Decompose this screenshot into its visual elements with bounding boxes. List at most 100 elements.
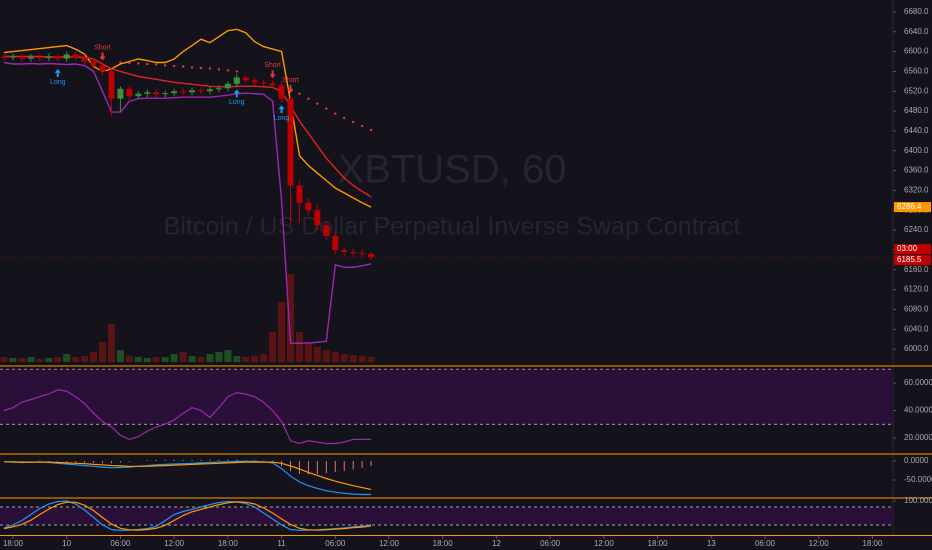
signal-label: Long	[50, 79, 66, 86]
volume-bar	[90, 352, 98, 362]
signal-label: Short	[94, 44, 111, 51]
signal-label: Short	[282, 77, 299, 84]
y-tick-label: 6600.0	[904, 47, 929, 56]
x-tick-label: 12:00	[809, 539, 830, 548]
signal-arrow	[287, 85, 294, 94]
volume-bar	[251, 356, 259, 362]
candle-body	[197, 90, 204, 92]
y-tick-label: 6400.0	[904, 146, 929, 155]
candle-body	[332, 236, 339, 250]
volume-bar	[304, 342, 312, 362]
y-tick-label: 6240.0	[904, 225, 929, 234]
candle-body	[215, 88, 222, 90]
volume-bar	[143, 358, 151, 362]
volume-bar	[54, 357, 62, 362]
candle-body	[126, 88, 133, 97]
sar-dot	[351, 120, 355, 124]
candle-body	[323, 225, 330, 237]
volume-bar	[206, 354, 214, 362]
y-tick-label: 6680.0	[904, 7, 929, 16]
volume-bar	[36, 359, 44, 362]
y-tick-label: 6040.0	[904, 324, 929, 333]
indicator-line	[3, 389, 372, 445]
signal-arrow	[99, 52, 106, 61]
sar-dot	[172, 64, 176, 68]
indicator-line	[3, 61, 372, 344]
y-tick-label: 6640.0	[904, 27, 929, 36]
candle-body	[144, 92, 151, 94]
series-last-label-box	[894, 202, 931, 213]
sar-dot	[369, 128, 373, 132]
candle-body	[27, 57, 34, 59]
last-price-label: 6185.5	[897, 255, 922, 264]
y-tick-label: 6320.0	[904, 186, 929, 195]
candle-body	[90, 61, 97, 66]
sar-dot	[334, 112, 337, 115]
candle-body	[233, 77, 240, 84]
volume-bar	[72, 357, 80, 362]
volume-bar	[27, 357, 35, 362]
candle-body	[260, 82, 267, 84]
sar-dot	[199, 66, 203, 70]
candle-body	[206, 89, 213, 92]
volume-bar	[260, 354, 268, 362]
candle-body	[9, 56, 16, 58]
volume-bar	[81, 356, 89, 362]
y-tick-label: -50.0000	[904, 475, 932, 484]
y-tick-label: 6080.0	[904, 305, 929, 314]
y-tick-label: 6560.0	[904, 67, 929, 76]
candle-body	[1, 56, 8, 58]
volume-bar	[99, 342, 107, 362]
volume-bar	[0, 357, 8, 362]
candle-body	[189, 90, 196, 93]
volume-bar	[9, 358, 17, 362]
volume-bar	[170, 354, 178, 362]
signal-label: Long	[229, 99, 245, 106]
candle-body	[278, 85, 285, 99]
last-price-label-box	[894, 255, 931, 266]
volume-bar	[134, 357, 142, 362]
sar-dot	[163, 64, 167, 67]
x-tick-label: 10	[62, 539, 71, 548]
volume-bar	[107, 324, 115, 362]
y-tick-label: 40.0000	[904, 406, 932, 415]
sar-dot	[316, 102, 319, 105]
band-fill	[0, 369, 893, 425]
volume-bar	[224, 350, 232, 362]
volume-bar	[161, 357, 169, 362]
y-tick-label: 60.0000	[904, 378, 932, 387]
signal-arrow	[269, 70, 276, 79]
watermark-subtitle: Bitcoin / US Dollar Perpetual Inverse Sw…	[164, 213, 741, 241]
sar-dot	[119, 61, 122, 64]
sar-dot	[226, 69, 230, 72]
indicator-line	[3, 460, 372, 496]
y-tick-label: 6440.0	[904, 126, 929, 135]
candle-body	[350, 251, 357, 253]
volume-bar	[215, 352, 223, 362]
volume-bar	[116, 350, 124, 362]
y-tick-label: 100.0000	[904, 496, 932, 505]
volume-bar	[45, 358, 53, 362]
indicator-line	[3, 28, 372, 208]
candle-body	[171, 91, 178, 94]
sar-dot	[208, 67, 212, 70]
x-tick-label: 12	[492, 539, 501, 548]
candle-body	[359, 252, 366, 254]
x-tick-label: 06:00	[325, 539, 346, 548]
sar-dot	[146, 62, 149, 66]
candle-body	[117, 88, 124, 99]
volume-bar	[278, 302, 286, 362]
y-tick-label: 6360.0	[904, 166, 929, 175]
sar-dot	[360, 124, 364, 128]
candle-body	[251, 80, 258, 83]
countdown-box	[894, 244, 931, 255]
candle-body	[305, 202, 312, 211]
x-tick-label: 06:00	[755, 539, 776, 548]
candle-body	[18, 56, 25, 59]
y-tick-label: 6120.0	[904, 285, 929, 294]
volume-bar	[269, 332, 277, 362]
candle-body	[341, 249, 348, 252]
x-tick-label: 18:00	[218, 539, 239, 548]
